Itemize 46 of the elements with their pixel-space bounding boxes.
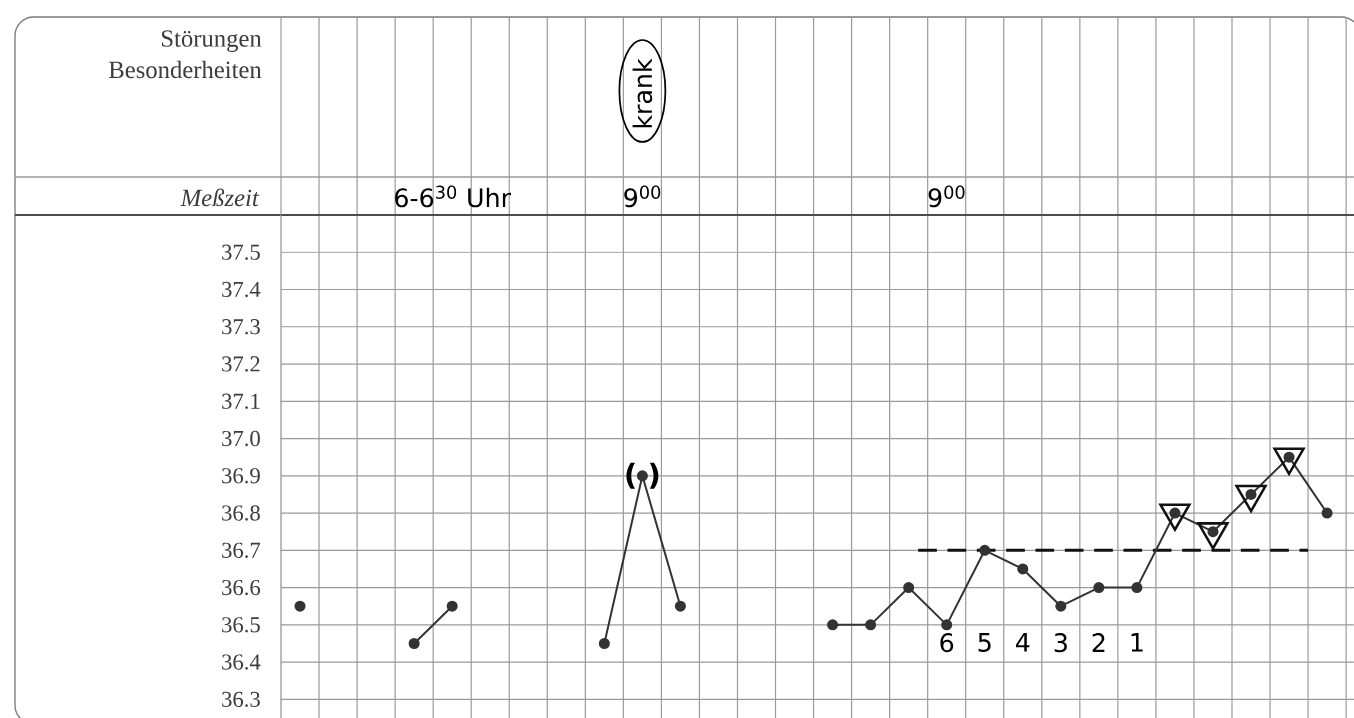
point [827,619,839,631]
y-tick-label: 37.4 [222,281,261,298]
point [674,600,686,612]
x-axis-title: Meßzeit [180,188,260,207]
y-tick-label: 37.0 [222,430,260,447]
point [636,470,648,482]
point [1321,507,1333,519]
point [1207,526,1219,538]
annotation: 4 [1015,633,1030,652]
y-tick-label: 36.4 [222,654,261,670]
point [446,600,458,612]
annotation: 6 [940,633,954,653]
point [941,619,953,631]
point [1283,451,1295,463]
y-tick-label: 37.3 [222,319,260,335]
y-tick-label: 36.8 [222,505,260,521]
point [1093,582,1105,594]
x-tick-label: 9$^{00}$ [624,185,661,208]
annotation: 5 [978,633,991,652]
point [979,544,991,556]
point [1245,488,1257,500]
annotation: 1 [1131,633,1143,652]
point [598,637,610,649]
point [1131,582,1143,594]
point [1055,600,1067,612]
point [1017,563,1029,575]
y-tick-label: 36.6 [222,579,261,596]
y-tick-label: 36.7 [222,542,261,558]
x-tick-label: 9$^{00}$ [928,185,965,208]
text: krank [632,58,653,128]
y-tick-label: 37.5 [222,244,260,260]
annotation: 2 [1092,633,1105,652]
y-tick-label: 36.5 [222,617,260,633]
annotation: 3 [1054,633,1067,653]
point [1169,507,1181,519]
y-tick-label: 37.1 [222,393,260,409]
point [865,619,877,631]
y-tick-label: 36.9 [222,468,260,484]
annotation: ( ) [626,462,659,489]
point [903,582,915,594]
y-tick-label: 36.3 [222,691,260,708]
y-tick-label: 37.2 [222,356,260,372]
text: Störungen Besonderheiten [109,30,262,79]
point [408,637,420,649]
x-tick-label: 6-6$^{30}$ Uhr [395,185,512,208]
point [294,600,306,612]
